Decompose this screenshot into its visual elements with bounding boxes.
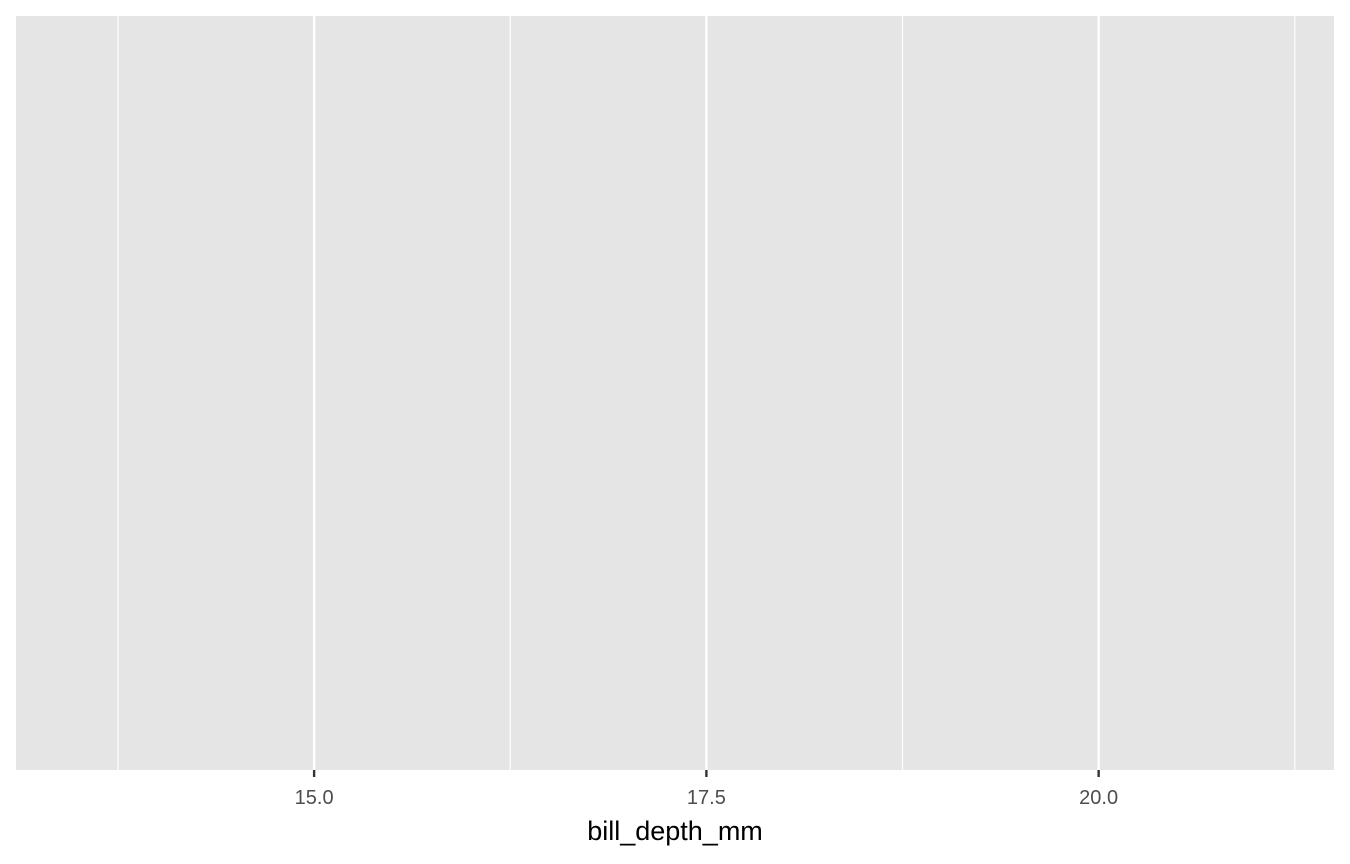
x-axis-ticks	[312, 770, 1100, 777]
x-tick-label: 17.5	[687, 787, 726, 809]
x-axis-title: bill_depth_mm	[587, 816, 763, 846]
major-gridlines	[312, 16, 1100, 770]
plot-panel	[16, 16, 1334, 770]
x-tick-label: 20.0	[1079, 787, 1118, 809]
x-axis-tick-labels: 15.0 17.5 20.0	[295, 787, 1118, 809]
x-tick-label: 15.0	[295, 787, 334, 809]
minor-gridlines	[117, 16, 1296, 770]
